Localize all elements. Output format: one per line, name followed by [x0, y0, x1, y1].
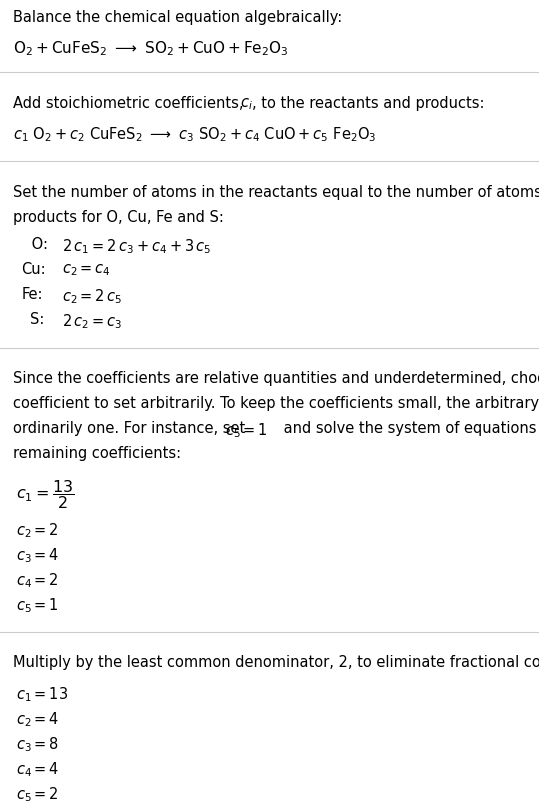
Text: $c_2 = c_4$: $c_2 = c_4$	[62, 262, 111, 277]
Text: $c_3 = 8$: $c_3 = 8$	[16, 734, 59, 753]
Text: remaining coefficients:: remaining coefficients:	[13, 446, 182, 461]
Text: $c_4 = 4$: $c_4 = 4$	[16, 759, 59, 778]
Text: products for O, Cu, Fe and S:: products for O, Cu, Fe and S:	[13, 209, 224, 225]
Text: Add stoichiometric coefficients,: Add stoichiometric coefficients,	[13, 96, 248, 111]
Text: and solve the system of equations for the: and solve the system of equations for th…	[279, 421, 539, 436]
Text: $c_5 = 2$: $c_5 = 2$	[16, 784, 59, 803]
Text: Multiply by the least common denominator, 2, to eliminate fractional coefficient: Multiply by the least common denominator…	[13, 654, 539, 670]
Text: $2\,c_1 = 2\,c_3 + c_4 + 3\,c_5$: $2\,c_1 = 2\,c_3 + c_4 + 3\,c_5$	[62, 237, 212, 255]
Text: $c_i$: $c_i$	[240, 96, 253, 112]
Text: $c_1 = 13$: $c_1 = 13$	[16, 684, 68, 703]
Text: coefficient to set arbitrarily. To keep the coefficients small, the arbitrary va: coefficient to set arbitrarily. To keep …	[13, 396, 539, 410]
Text: Fe:: Fe:	[22, 287, 43, 302]
Text: $2\,c_2 = c_3$: $2\,c_2 = c_3$	[62, 311, 122, 330]
Text: $c_1 = \dfrac{13}{2}$: $c_1 = \dfrac{13}{2}$	[16, 478, 74, 510]
Text: $c_4 = 2$: $c_4 = 2$	[16, 571, 59, 590]
Text: , to the reactants and products:: , to the reactants and products:	[252, 96, 485, 111]
Text: $c_2 = 4$: $c_2 = 4$	[16, 709, 59, 727]
Text: S:: S:	[30, 311, 44, 327]
Text: ordinarily one. For instance, set: ordinarily one. For instance, set	[13, 421, 250, 436]
Text: Since the coefficients are relative quantities and underdetermined, choose a: Since the coefficients are relative quan…	[13, 371, 539, 386]
Text: $c_2 = 2$: $c_2 = 2$	[16, 521, 59, 539]
Text: Cu:: Cu:	[22, 262, 46, 277]
Text: $c_2 = 2\,c_5$: $c_2 = 2\,c_5$	[62, 287, 122, 306]
Text: Balance the chemical equation algebraically:: Balance the chemical equation algebraica…	[13, 10, 343, 24]
Text: $c_5 = 1$: $c_5 = 1$	[225, 421, 268, 440]
Text: Set the number of atoms in the reactants equal to the number of atoms in the: Set the number of atoms in the reactants…	[13, 185, 539, 200]
Text: $c_1\ \mathrm{O_2} + c_2\ \mathrm{CuFeS_2}\ \longrightarrow\ c_3\ \mathrm{SO_2} : $c_1\ \mathrm{O_2} + c_2\ \mathrm{CuFeS_…	[13, 126, 377, 144]
Text: $c_5 = 1$: $c_5 = 1$	[16, 595, 59, 614]
Text: $\mathrm{O_2 + CuFeS_2}\ \longrightarrow\ \mathrm{SO_2 + CuO + Fe_2O_3}$: $\mathrm{O_2 + CuFeS_2}\ \longrightarrow…	[13, 39, 289, 58]
Text: $c_3 = 4$: $c_3 = 4$	[16, 546, 59, 564]
Text: O:: O:	[27, 237, 48, 251]
